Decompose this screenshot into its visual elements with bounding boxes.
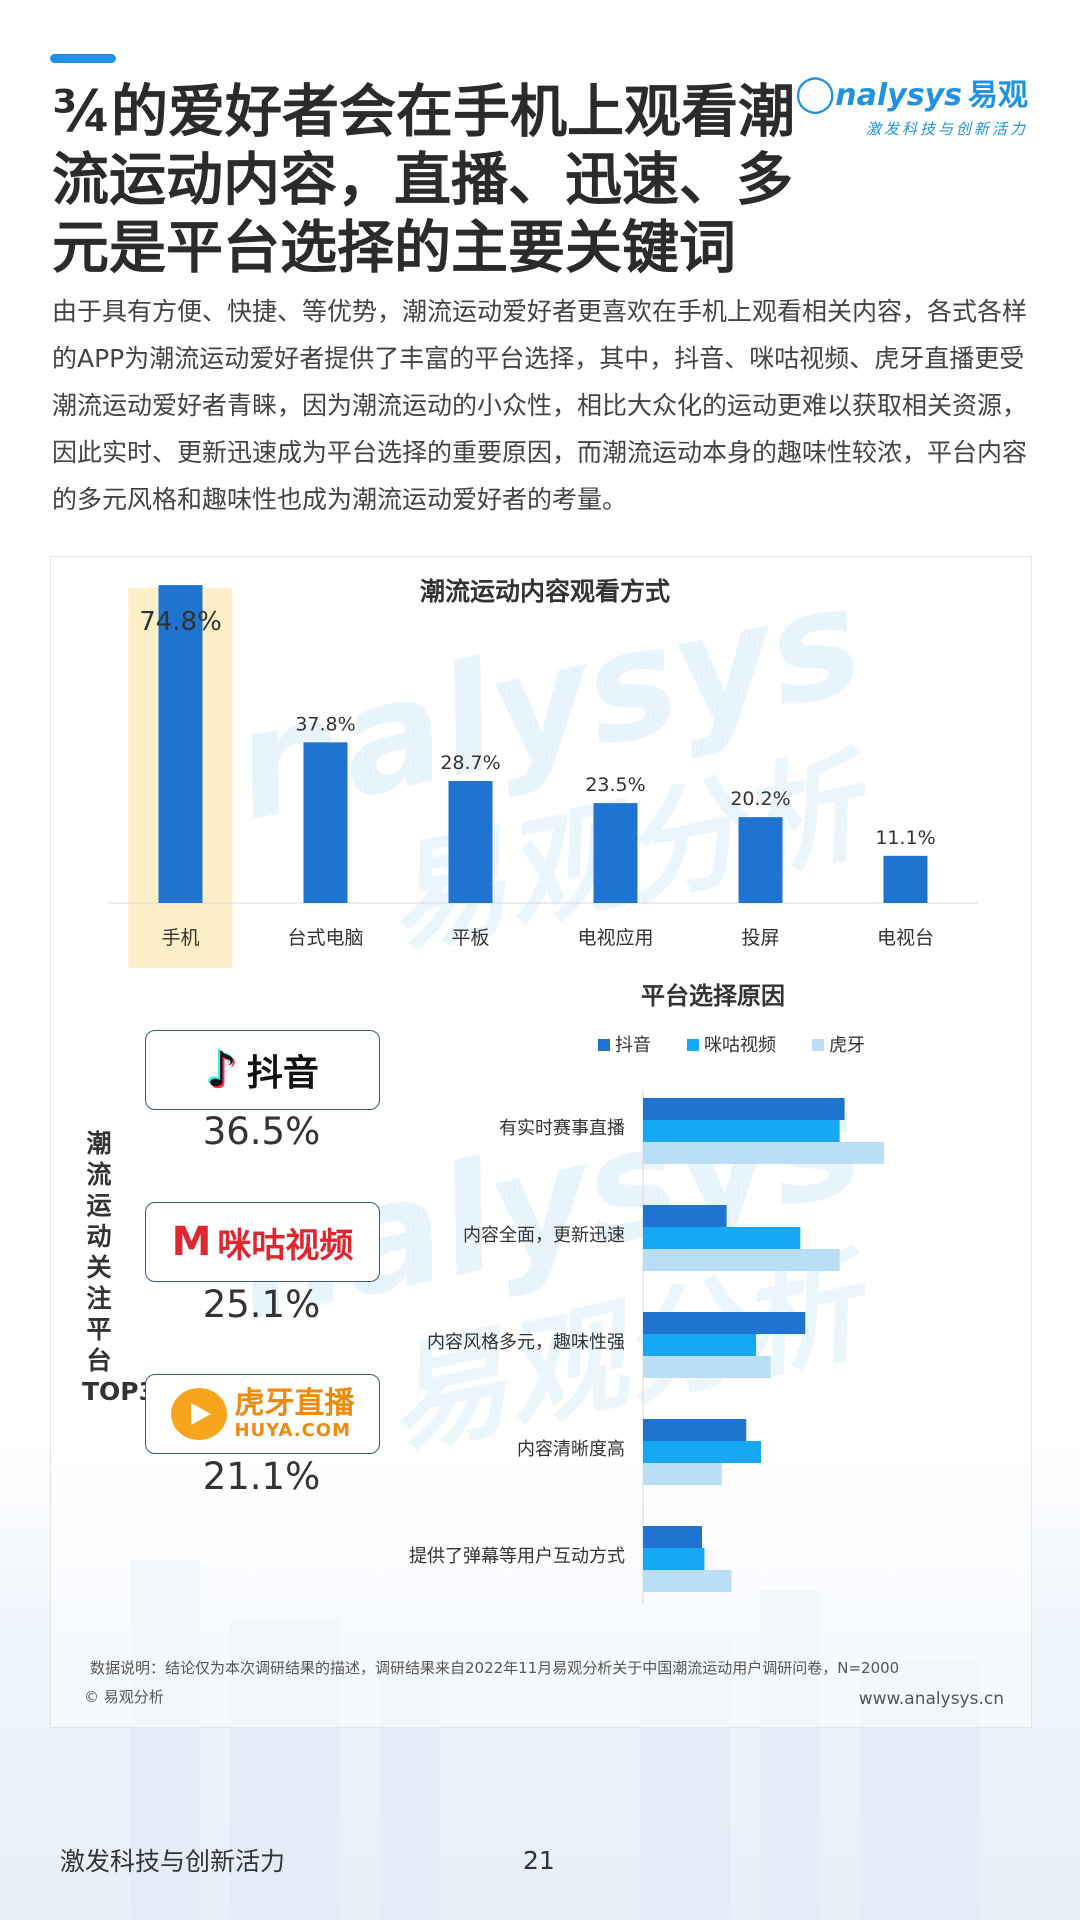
huya-logo-box: 虎牙直播 HUYA.COM	[145, 1374, 380, 1454]
chart2-title: 平台选择原因	[641, 982, 785, 1010]
chart1-category-label: 手机	[161, 927, 199, 949]
chart1-value-label: 28.7%	[440, 752, 500, 774]
chart1-bar	[448, 781, 493, 903]
chart2-bar	[643, 1356, 771, 1378]
chart2-bar	[643, 1312, 806, 1334]
footer-slogan: 激发科技与创新活力	[60, 1847, 286, 1876]
title-accent-bar	[50, 54, 116, 63]
chart1-value-label: 23.5%	[585, 774, 645, 796]
logo-brand: ◯nalysys 易观	[794, 73, 1028, 114]
migu-logo-box: M 咪咕视频	[145, 1202, 380, 1282]
chart1-category-label: 投屏	[741, 927, 779, 949]
chart2-bar	[643, 1098, 845, 1120]
chart2-bar	[643, 1142, 884, 1164]
chart1-category-label: 电视应用	[577, 927, 653, 949]
chart2-legend-swatch	[812, 1039, 824, 1051]
chart2-bar	[643, 1526, 702, 1548]
huya-tiger-icon	[170, 1388, 227, 1440]
chart2-bar	[643, 1548, 705, 1570]
chart1-value-label: 20.2%	[730, 788, 790, 810]
chart1-bar	[303, 742, 348, 903]
chart2-bar	[643, 1334, 757, 1356]
chart1-title: 潮流运动内容观看方式	[420, 577, 670, 606]
chart2-category-label: 有实时赛事直播	[499, 1118, 625, 1139]
douyin-logo: ♪ 抖音	[206, 1042, 319, 1098]
chart2-legend-label: 虎牙	[829, 1035, 865, 1056]
chart2-legend-label: 抖音	[615, 1035, 651, 1056]
logo-slogan: 激发科技与创新活力	[865, 120, 1028, 138]
chart1-value-label: 37.8%	[295, 713, 355, 735]
douyin-logo-box: ♪ 抖音	[145, 1030, 380, 1110]
chart1-category-label: 电视台	[877, 927, 934, 949]
chart2-legend-swatch	[687, 1039, 699, 1051]
chart1-bar	[158, 585, 203, 903]
website-link[interactable]: www.analysys.cn	[858, 1689, 1004, 1709]
chart2-category-label: 内容风格多元，趣味性强	[427, 1332, 625, 1353]
chart2-legend-label: 咪咕视频	[704, 1035, 776, 1056]
intro-paragraph: 由于具有方便、快捷、等优势，潮流运动爱好者更喜欢在手机上观看相关内容，各式各样的…	[52, 297, 1028, 514]
chart2-bar	[643, 1441, 761, 1463]
chart1-category-label: 台式电脑	[287, 927, 363, 949]
chart2-bar	[643, 1227, 801, 1249]
chart2-category-label: 内容清晰度高	[517, 1439, 625, 1460]
chart1-value-label: 74.8%	[139, 607, 222, 637]
chart2-bar	[643, 1249, 840, 1271]
chart2-category-label: 内容全面，更新迅速	[463, 1225, 625, 1246]
chart1-bar	[883, 855, 928, 903]
douyin-value: 36.5%	[202, 1110, 321, 1153]
chart1-bar	[593, 803, 638, 903]
chart2-category-label: 提供了弹幕等用户互动方式	[409, 1546, 625, 1567]
migu-value: 25.1%	[202, 1283, 321, 1326]
top3-title: 潮流运动关注平台TOP3	[82, 1129, 156, 1406]
chart1-value-label: 11.1%	[875, 827, 935, 849]
copyright: © 易观分析	[84, 1688, 164, 1706]
data-note: 数据说明：结论仅为本次调研结果的描述，调研结果来自2022年11月易观分析关于中…	[90, 1659, 900, 1677]
chart2-legend-swatch	[598, 1039, 610, 1051]
music-note-icon: ♪	[206, 1042, 237, 1098]
huya-logo: 虎牙直播 HUYA.COM	[170, 1387, 355, 1441]
chart1-category-label: 平板	[451, 927, 489, 949]
chart1-bar	[738, 817, 783, 903]
page-number: 21	[523, 1846, 555, 1875]
chart2-bar	[643, 1419, 747, 1441]
chart2-bar	[643, 1120, 840, 1142]
chart2-bar	[643, 1205, 727, 1227]
migu-m-icon: M	[171, 1219, 212, 1265]
analysys-logo: ◯nalysys 易观 激发科技与创新活力	[795, 70, 1028, 139]
chart2-bar	[643, 1570, 732, 1592]
migu-logo: M 咪咕视频	[171, 1219, 354, 1266]
huya-value: 21.1%	[202, 1455, 321, 1498]
page-title: ¾的爱好者会在手机上观看潮流运动内容，直播、迅速、多元是平台选择的主要关键词	[52, 79, 796, 281]
chart2-bar	[643, 1463, 722, 1485]
